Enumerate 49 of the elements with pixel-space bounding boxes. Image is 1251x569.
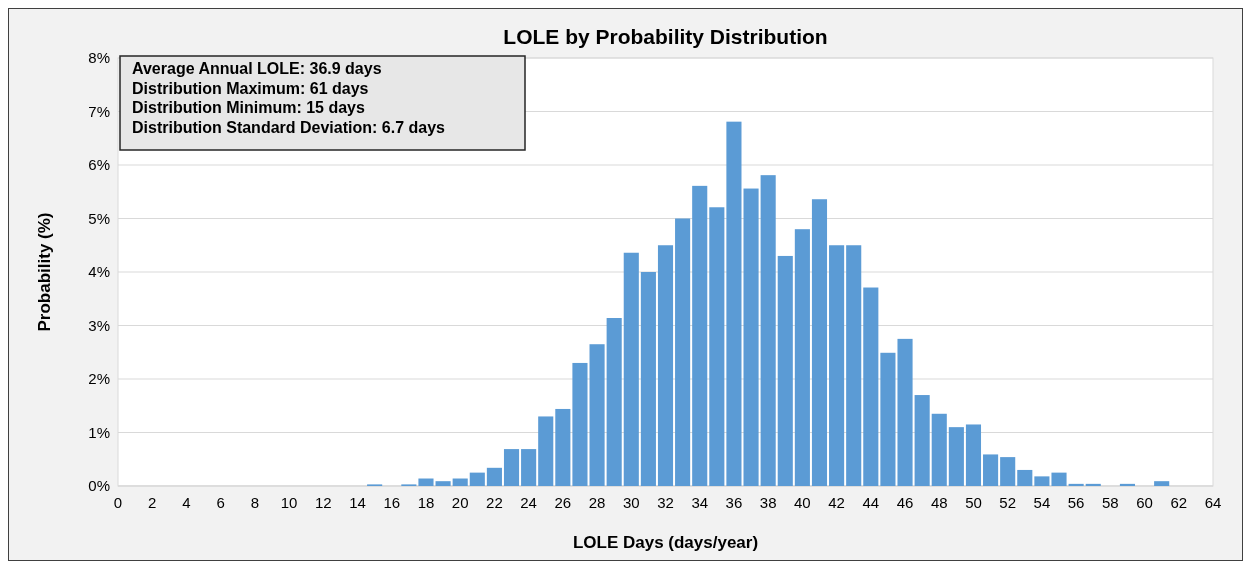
- annotation: Distribution Standard Deviation: 6.7 days: [132, 118, 446, 136]
- y-tick-label: 5%: [88, 209, 110, 227]
- x-tick-label: 62: [1170, 494, 1188, 511]
- y-tick-label: 3%: [88, 316, 110, 334]
- x-tick-label: 56: [1067, 494, 1085, 511]
- y-tick-label: 4%: [88, 263, 110, 281]
- x-tick-label: 42: [828, 494, 845, 511]
- x-tick-label: 2: [148, 494, 157, 511]
- x-tick-label: 10: [280, 494, 298, 511]
- x-tick-label: 58: [1102, 494, 1119, 511]
- x-tick-label: 22: [486, 494, 503, 511]
- y-tick-label: 8%: [88, 49, 110, 67]
- x-tick-label: 4: [182, 494, 191, 511]
- x-tick-label: 54: [1033, 494, 1051, 511]
- x-tick-label: 12: [314, 494, 332, 511]
- x-tick-label: 32: [657, 494, 674, 511]
- x-tick-label: 28: [588, 494, 606, 511]
- x-tick-label: 60: [1136, 494, 1153, 511]
- annotation: Average Annual LOLE: 36.9 days: [132, 60, 382, 77]
- x-tick-label: 48: [930, 494, 948, 511]
- x-tick-label: 20: [451, 494, 469, 511]
- x-tick-label: 0: [113, 494, 123, 511]
- x-tick-label: 26: [554, 494, 572, 511]
- y-tick-label: 6%: [88, 156, 110, 174]
- x-tick-label: 46: [896, 494, 914, 511]
- y-tick-label: 1%: [88, 423, 110, 441]
- x-tick-label: 50: [965, 494, 982, 511]
- x-tick-label: 36: [725, 494, 743, 511]
- x-tick-label: 30: [622, 494, 640, 511]
- x-tick-label: 16: [383, 494, 401, 511]
- y-tick-label: 2%: [88, 370, 110, 388]
- x-tick-label: 14: [349, 494, 366, 511]
- chart-title: LOLE by Probability Distribution: [503, 25, 828, 48]
- y-tick-label: 0%: [88, 477, 110, 495]
- x-tick-label: 8: [250, 494, 260, 511]
- x-tick-label: 6: [216, 494, 225, 511]
- x-tick-label: 40: [794, 494, 811, 511]
- y-tick-label: 7%: [88, 102, 110, 120]
- x-tick-label: 34: [691, 494, 709, 511]
- x-tick-label: 64: [1204, 494, 1222, 511]
- x-tick-label: 38: [759, 494, 777, 511]
- x-tick-label: 18: [417, 494, 435, 511]
- x-axis-title: LOLE Days (days/year): [572, 533, 759, 552]
- x-tick-label: 52: [999, 494, 1017, 511]
- annotation: Distribution Maximum: 61 days: [132, 79, 369, 97]
- x-tick-label: 24: [520, 494, 537, 511]
- y-axis-title: Probability (%): [35, 212, 54, 332]
- x-tick-label: 44: [862, 494, 880, 511]
- annotation: Distribution Minimum: 15 days: [132, 99, 366, 116]
